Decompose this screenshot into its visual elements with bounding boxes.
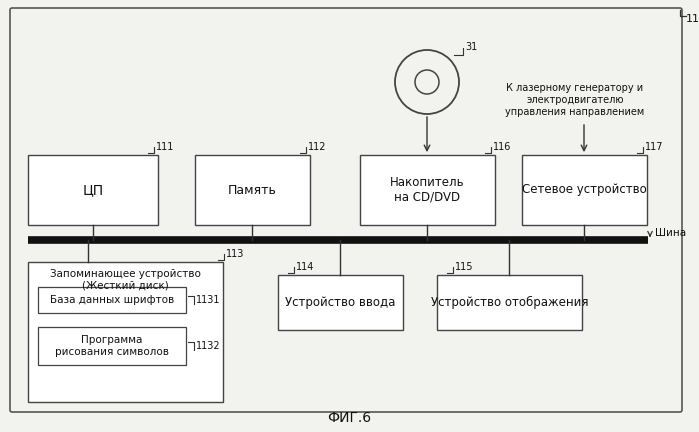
Bar — [360, 155, 495, 225]
Circle shape — [415, 70, 439, 94]
Text: Накопитель
на CD/DVD: Накопитель на CD/DVD — [390, 176, 465, 204]
Text: 111: 111 — [156, 142, 174, 152]
Bar — [195, 155, 310, 225]
Text: 115: 115 — [455, 262, 473, 272]
Text: 113: 113 — [226, 249, 245, 259]
Text: 114: 114 — [296, 262, 315, 272]
Circle shape — [395, 50, 459, 114]
Text: 117: 117 — [645, 142, 663, 152]
Text: Шина: Шина — [655, 228, 686, 238]
Bar — [38, 327, 186, 365]
FancyBboxPatch shape — [10, 8, 682, 412]
Text: 11: 11 — [686, 14, 699, 24]
Text: ЦП: ЦП — [82, 183, 103, 197]
Bar — [522, 155, 647, 225]
Text: ФИГ.6: ФИГ.6 — [327, 411, 372, 425]
Text: Устройство ввода: Устройство ввода — [285, 296, 396, 309]
Text: Память: Память — [228, 184, 277, 197]
Text: База данных шрифтов: База данных шрифтов — [50, 295, 174, 305]
Text: 116: 116 — [493, 142, 512, 152]
Bar — [278, 275, 403, 330]
Bar — [28, 262, 223, 402]
Text: 1132: 1132 — [196, 341, 221, 351]
Text: Запоминающее устройство
(Жесткий диск): Запоминающее устройство (Жесткий диск) — [50, 269, 201, 291]
Text: К лазерному генератору и
электродвигателю
управления направлением: К лазерному генератору и электродвигател… — [505, 83, 644, 117]
Text: Устройство отображения: Устройство отображения — [431, 296, 589, 309]
Text: Сетевое устройство: Сетевое устройство — [522, 184, 647, 197]
Text: 112: 112 — [308, 142, 326, 152]
Bar — [38, 287, 186, 313]
Text: 1131: 1131 — [196, 295, 220, 305]
Text: Программа
рисования символов: Программа рисования символов — [55, 335, 169, 357]
Text: 31: 31 — [465, 42, 477, 52]
Bar — [437, 275, 582, 330]
Bar — [28, 155, 158, 225]
